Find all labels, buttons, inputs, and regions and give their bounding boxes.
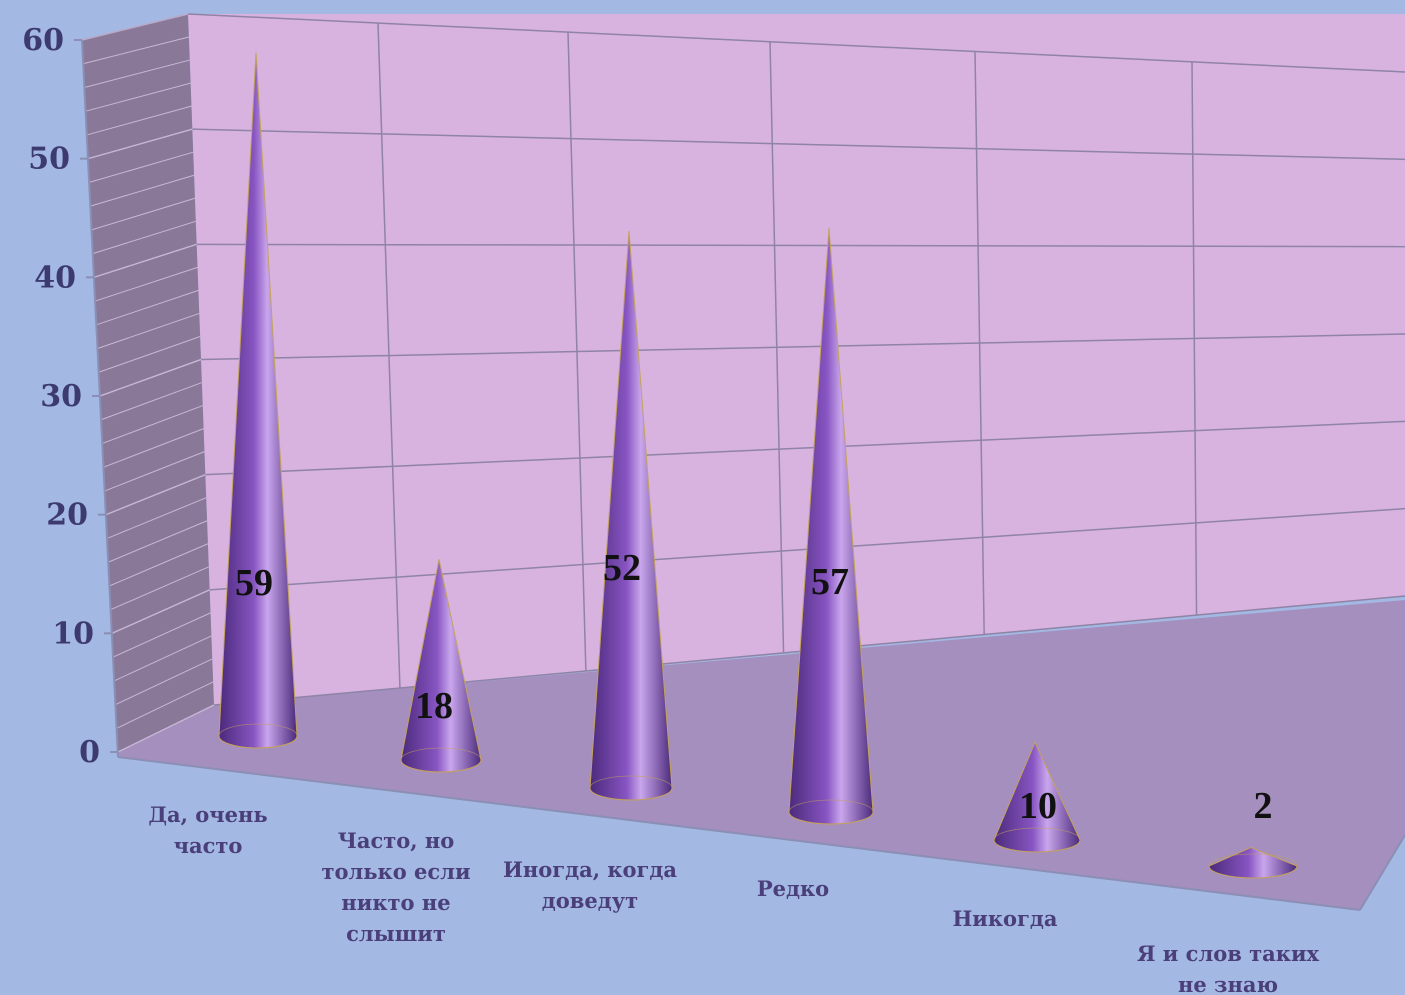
gridline-side-minor [83, 36, 189, 65]
gridline-h [205, 420, 1405, 476]
gridline-v [1191, 61, 1198, 616]
gridlines [81, 13, 1405, 911]
cone-2 [589, 230, 673, 801]
gridline-v [769, 41, 785, 653]
y-tick-label: 50 [28, 142, 70, 177]
y-tick-label: 60 [22, 23, 64, 58]
gridline-side-minor [87, 128, 193, 160]
gridline-side-minor [112, 612, 211, 658]
gridline-side-minor [93, 243, 197, 278]
gridline-side-minor [91, 197, 196, 231]
gridline-side [81, 13, 189, 41]
cone-base [218, 723, 298, 749]
gridline-h [200, 333, 1405, 361]
gridline-side-minor [98, 335, 201, 373]
gridline-side-minor [110, 566, 210, 611]
gridline-side-minor [96, 289, 199, 326]
gridline-side-minor [92, 220, 196, 255]
cone-base [400, 747, 482, 773]
floor [118, 600, 1405, 910]
data-label: 10 [1019, 785, 1057, 827]
cone-base [589, 775, 673, 801]
y-tick-label: 30 [40, 379, 82, 414]
gridline-side-minor [84, 59, 190, 88]
gridline-side-minor [101, 382, 203, 421]
x-category-label: Да, очень часто [148, 802, 267, 858]
gridline-side-minor [102, 405, 203, 444]
x-category-label: Иногда, когда доведут [503, 857, 677, 913]
gridline-side-minor [107, 497, 207, 539]
x-category-label: Редко [757, 876, 829, 901]
cones [218, 52, 1298, 879]
gridline-v [567, 32, 587, 671]
data-label: 2 [1254, 785, 1273, 827]
x-axis-labels: Да, очень часто Часто, но только если никто … [148, 802, 1319, 995]
gridline-h [187, 13, 1405, 73]
gridline-side-minor [97, 312, 200, 350]
gridline-side-minor [115, 658, 213, 705]
data-label: 57 [811, 561, 849, 603]
gridline-h [196, 243, 1405, 248]
data-label: 59 [235, 562, 273, 604]
gridline-side-minor [111, 589, 210, 634]
gridline-side-minor [104, 451, 205, 492]
x-category-label: Часто, но только если никто не слышит [321, 828, 470, 946]
gridline-side-minor [99, 359, 202, 397]
cone-base [993, 827, 1081, 853]
gridline-v [974, 51, 985, 635]
floor-right-edge [1359, 834, 1405, 911]
y-tick-label: 40 [34, 260, 76, 295]
gridline-side-minor [105, 474, 206, 516]
gridline-side-minor [108, 520, 208, 563]
gridline-side-minor [90, 174, 195, 207]
cone-base [788, 799, 874, 825]
y-tick-label: 20 [46, 498, 88, 533]
cone-0 [218, 52, 298, 749]
data-labels: 59 18 52 57 10 2 [235, 547, 1273, 827]
back-wall [188, 14, 1405, 705]
y-tick-label: 0 [79, 735, 100, 770]
gridline-side-minor [86, 105, 192, 136]
gridline-side-minor [109, 543, 209, 587]
cone-5 [1208, 846, 1298, 879]
gridline-side-minor [89, 151, 194, 183]
gridline-side-minor [95, 266, 198, 302]
gridline-side-minor [116, 681, 214, 729]
cone-3 [788, 227, 874, 825]
gridline-side-minor [117, 704, 215, 753]
data-label: 52 [603, 547, 641, 589]
x-axis-line [117, 756, 1361, 911]
gridline-side-minor [103, 428, 204, 468]
x-category-label: Никогда [952, 906, 1057, 931]
y-axis-ticks: 0 10 20 30 40 50 60 [22, 23, 118, 770]
y-tick-label: 10 [52, 616, 94, 651]
data-label: 18 [415, 685, 453, 727]
cone-1 [400, 559, 482, 773]
x-category-label: Я и слов таких не знаю [1137, 941, 1320, 995]
gridline-side-minor [114, 635, 212, 682]
cone-base [1208, 853, 1298, 879]
cone-4 [993, 741, 1081, 853]
gridline-h [192, 128, 1405, 161]
gridline-side-minor [85, 82, 191, 112]
gridline-v [377, 23, 401, 689]
